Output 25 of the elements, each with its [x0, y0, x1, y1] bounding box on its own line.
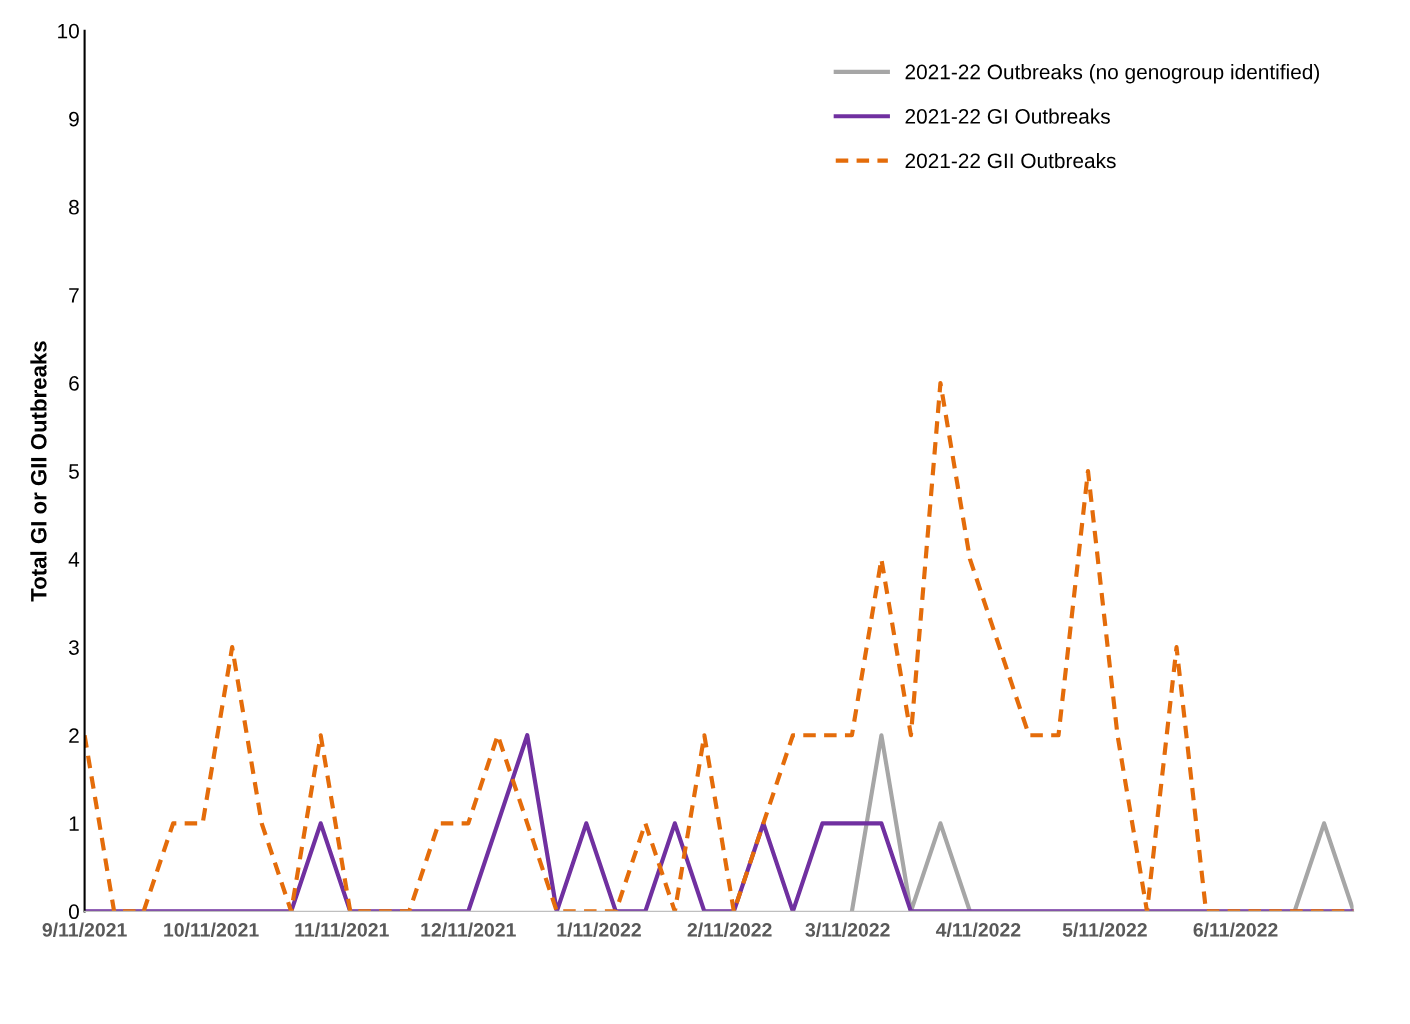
y-tick-label: 3: [68, 640, 79, 655]
y-tick-label: 2: [69, 728, 79, 743]
x-tick-label: 1/11/2022: [557, 922, 641, 937]
x-tick-label: 3/11/2022: [805, 922, 890, 937]
x-tick-label: 4/11/2022: [935, 922, 1021, 937]
y-tick-label: 9: [69, 111, 79, 127]
y-axis-title: Total GI or GII Outbreaks: [30, 341, 47, 602]
y-tick-label: 6: [69, 375, 79, 391]
x-tick-label: 10/11/2021: [164, 922, 259, 937]
y-tick-label: 10: [58, 23, 79, 39]
x-tick-label: 11/11/2021: [295, 922, 389, 937]
y-tick-label: 5: [68, 464, 79, 479]
y-tick-label: 7: [69, 288, 79, 303]
y-tick-label: 4: [68, 552, 80, 567]
legend-label: 2021-22 GII Outbreaks: [905, 152, 1116, 169]
y-tick-label: 8: [69, 199, 79, 215]
x-tick-label: 6/11/2022: [1193, 922, 1278, 937]
y-tick-label: 0: [68, 904, 79, 920]
x-tick-label: 2/11/2022: [687, 922, 772, 937]
x-tick-label: 12/11/2021: [421, 922, 516, 937]
x-tick-label: 5/11/2022: [1062, 922, 1147, 937]
legend-label: 2021-22 Outbreaks (no genogroup identified): [905, 64, 1320, 84]
legend-label: 2021-22 GI Outbreaks: [905, 108, 1110, 124]
x-tick-label: 9/11/2021: [42, 922, 127, 937]
y-tick-label: 1: [69, 816, 79, 831]
